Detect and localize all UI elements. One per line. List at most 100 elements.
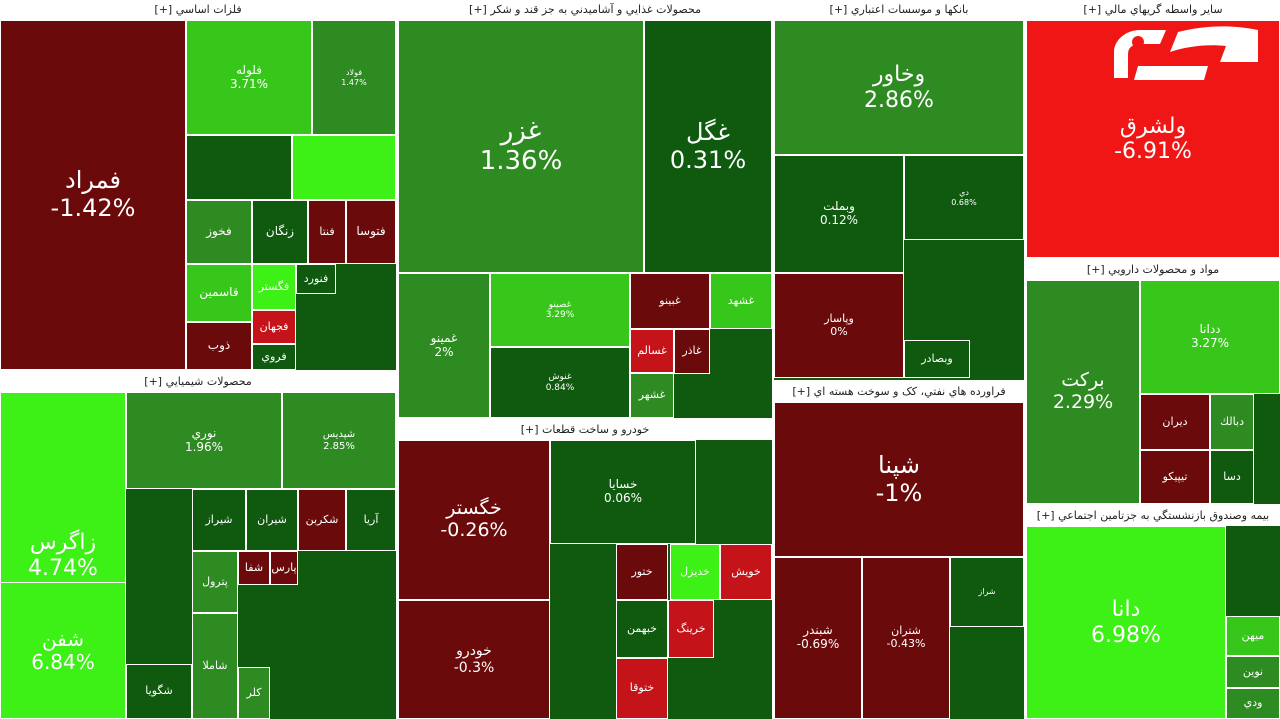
stock-tile[interactable]: دسا <box>1210 450 1254 504</box>
stock-tile[interactable]: وپاسار 0% <box>774 273 904 378</box>
stock-tile[interactable]: فگستر <box>252 264 296 310</box>
stock-tile[interactable]: شفن 6.84% <box>0 582 126 719</box>
stock-tile[interactable]: وبصادر <box>904 340 970 378</box>
stock-change-percent: 2% <box>434 344 454 359</box>
stock-symbol: ددانا <box>1199 322 1221 337</box>
stock-symbol: شفن <box>41 626 85 651</box>
stock-tile[interactable]: خسايا 0.06% <box>550 440 696 544</box>
stock-tile[interactable]: خودرو -0.3% <box>398 600 550 719</box>
stock-tile[interactable]: ختور <box>616 544 668 600</box>
stock-symbol: شراز <box>978 587 996 597</box>
stock-tile[interactable]: زنگان <box>252 200 308 264</box>
sector-title[interactable]: مواد و محصولات دارويي [+] <box>1086 263 1220 276</box>
stock-tile[interactable]: دبالك <box>1210 394 1254 450</box>
stock-tile[interactable]: شكربن <box>298 489 346 551</box>
sector-banks: بانکها و موسسات اعتباري [+] وخاور 2.86% وبم… <box>774 0 1024 380</box>
stock-symbol: دبالك <box>1220 414 1244 428</box>
stock-tile[interactable]: غشهد <box>710 273 772 329</box>
stock-tile[interactable]: فنورد <box>296 264 336 294</box>
stock-symbol: دسا <box>1223 469 1241 483</box>
stock-symbol: دي <box>959 188 969 198</box>
stock-tile[interactable]: شبندر -0.69% <box>774 557 862 719</box>
stock-change-percent: 6.84% <box>31 649 95 674</box>
stock-tile[interactable]: فروي <box>252 344 296 370</box>
stock-tile[interactable]: شتران -0.43% <box>862 557 950 719</box>
stock-tile[interactable]: شيران <box>246 489 298 551</box>
stock-change-percent: 2.29% <box>1052 391 1114 413</box>
stock-tile[interactable]: غاذر <box>674 329 710 374</box>
stock-tile[interactable]: شگويا <box>126 664 192 719</box>
stock-change-percent: -0.43% <box>886 637 926 650</box>
stock-tile[interactable]: شيراز <box>192 489 246 551</box>
stock-tile[interactable]: وبملت 0.12% <box>774 155 904 273</box>
stock-tile[interactable]: نوري 1.96% <box>126 392 282 489</box>
sector-title[interactable]: ساير واسطه گريهاي مالي [+] <box>1083 3 1223 16</box>
stock-tile[interactable]: غنوش 0.84% <box>490 347 630 418</box>
stock-tile[interactable]: غسالم <box>630 329 674 373</box>
stock-tile[interactable]: فخوز <box>186 200 252 264</box>
stock-tile[interactable]: غشهر <box>630 373 674 418</box>
sector-title[interactable]: بيمه وصندوق بازنشستگي به جزتامين اجتماعي… <box>1036 509 1270 522</box>
stock-tile[interactable]: شپنا -1% <box>774 402 1024 557</box>
stock-tile[interactable]: فلوله 3.71% <box>186 20 312 135</box>
stock-tile[interactable]: خرينگ <box>668 600 714 658</box>
stock-change-percent: 0.68% <box>951 197 977 207</box>
stock-tile[interactable]: شراز <box>950 557 1024 627</box>
stock-symbol: غبينو <box>659 293 681 307</box>
stock-tile[interactable] <box>292 135 396 200</box>
stock-tile[interactable]: فتوسا <box>346 200 396 264</box>
stock-tile[interactable]: پارس <box>270 551 298 585</box>
stock-tile[interactable]: ودي <box>1226 688 1280 719</box>
stock-symbol: فلوله <box>236 62 262 77</box>
stock-tile[interactable]: كلر <box>238 667 270 719</box>
stock-change-percent: 2.86% <box>864 87 934 113</box>
stock-tile[interactable]: پترول <box>192 551 238 613</box>
stock-tile[interactable]: ددانا 3.27% <box>1140 280 1280 394</box>
stock-symbol: ودي <box>1243 696 1263 710</box>
stock-tile[interactable]: آريا <box>346 489 396 551</box>
stock-tile[interactable]: غگل 0.31% <box>644 20 772 273</box>
stock-symbol: پترول <box>202 574 228 588</box>
sector-title[interactable]: محصولات شيميايي [+] <box>144 375 252 388</box>
stock-symbol: غشهد <box>727 293 755 307</box>
sector-metals: فلزات اساسي [+] فمراد -1.42% فلوله 3.71% فولا… <box>0 0 396 370</box>
stock-symbol: فنتا <box>319 224 335 238</box>
sector-title[interactable]: بانکها و موسسات اعتباري [+] <box>829 3 969 16</box>
stock-tile[interactable]: فولاد 1.47% <box>312 20 396 135</box>
stock-tile[interactable]: بركت 2.29% <box>1026 280 1140 504</box>
stock-tile[interactable]: ذوب <box>186 322 252 370</box>
stock-tile[interactable]: غصينو 3.29% <box>490 273 630 347</box>
stock-tile[interactable]: غمينو 2% <box>398 273 490 418</box>
stock-tile[interactable]: وخاور 2.86% <box>774 20 1024 155</box>
stock-symbol: خبهمن <box>627 621 657 635</box>
stock-tile[interactable]: خگستر -0.26% <box>398 440 550 600</box>
stock-tile[interactable]: ولشرق -6.91% <box>1026 20 1280 258</box>
sector-title[interactable]: خودرو و ساخت قطعات [+] <box>520 423 650 436</box>
stock-tile[interactable]: شپديس 2.85% <box>282 392 396 489</box>
stock-tile[interactable] <box>186 135 292 200</box>
stock-tile[interactable]: شاملا <box>192 613 238 719</box>
stock-tile[interactable]: فجهان <box>252 310 296 344</box>
stock-tile[interactable]: خبهمن <box>616 600 668 658</box>
stock-tile[interactable]: غبينو <box>630 273 710 329</box>
stock-tile[interactable]: فنتا <box>308 200 346 264</box>
stock-tile[interactable]: فمراد -1.42% <box>0 20 186 370</box>
stock-tile[interactable]: نوين <box>1226 656 1280 688</box>
stock-tile[interactable]: شفا <box>238 551 270 585</box>
sector-title[interactable]: محصولات غذايي و آشاميدني به جز قند و شکر… <box>469 3 701 16</box>
stock-symbol: دانا <box>1111 597 1141 623</box>
stock-tile[interactable]: ختوقا <box>616 658 668 719</box>
stock-symbol: شيراز <box>205 512 233 526</box>
stock-tile[interactable]: قاسمين <box>186 264 252 322</box>
sector-title[interactable]: فلزات اساسي [+] <box>154 3 242 16</box>
stock-tile[interactable]: غزر 1.36% <box>398 20 644 273</box>
stock-tile[interactable]: دي 0.68% <box>904 155 1024 240</box>
stock-symbol: فخوز <box>206 224 232 239</box>
stock-tile[interactable]: خديزل <box>670 544 720 600</box>
stock-tile[interactable]: خويش <box>720 544 772 600</box>
stock-tile[interactable]: ميهن <box>1226 616 1280 656</box>
sector-title[interactable]: فراورده هاي نفتي، کک و سوخت هسته اي [+] <box>792 385 1006 398</box>
stock-tile[interactable]: دانا 6.98% <box>1026 526 1226 719</box>
stock-tile[interactable]: تيپيكو <box>1140 450 1210 504</box>
stock-tile[interactable]: ديران <box>1140 394 1210 450</box>
